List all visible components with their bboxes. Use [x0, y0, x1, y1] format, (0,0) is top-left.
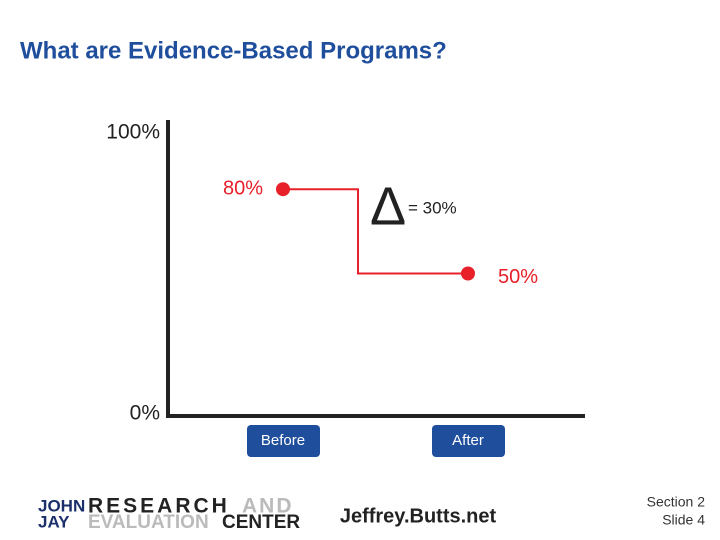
- slide-number: Slide 4: [662, 512, 705, 528]
- category-box: [247, 425, 320, 457]
- y-tick-label: 0%: [130, 402, 160, 425]
- step-connector: [283, 188, 468, 275]
- website: Jeffrey.Butts.net: [340, 505, 497, 527]
- value-label: 80%: [223, 177, 263, 199]
- y-tick-label: 100%: [106, 121, 160, 144]
- logo-text: JAY: [38, 512, 70, 531]
- logo-text: RESEARCH: [88, 495, 230, 518]
- section-label: Section 2: [647, 494, 706, 510]
- logo-text: EVALUATION: [88, 512, 209, 533]
- logo-text: JOHN: [38, 496, 85, 515]
- slide-title: What are Evidence-Based Programs?: [20, 37, 447, 64]
- chart: 0% 100% Before After 80% 50% Δ = 30%: [106, 120, 585, 457]
- logo: JOHN JAY RESEARCH AND EVALUATION CENTER: [38, 495, 300, 533]
- data-point: [276, 182, 290, 197]
- value-label: 50%: [498, 266, 538, 288]
- delta-annotation: = 30%: [408, 198, 457, 217]
- logo-text: AND: [242, 495, 294, 518]
- x-tick-label: Before: [261, 432, 305, 449]
- delta-symbol: Δ: [370, 176, 406, 236]
- data-point: [461, 266, 475, 281]
- category-box: [432, 425, 505, 457]
- logo-text: CENTER: [222, 512, 300, 533]
- x-tick-label: After: [452, 432, 484, 449]
